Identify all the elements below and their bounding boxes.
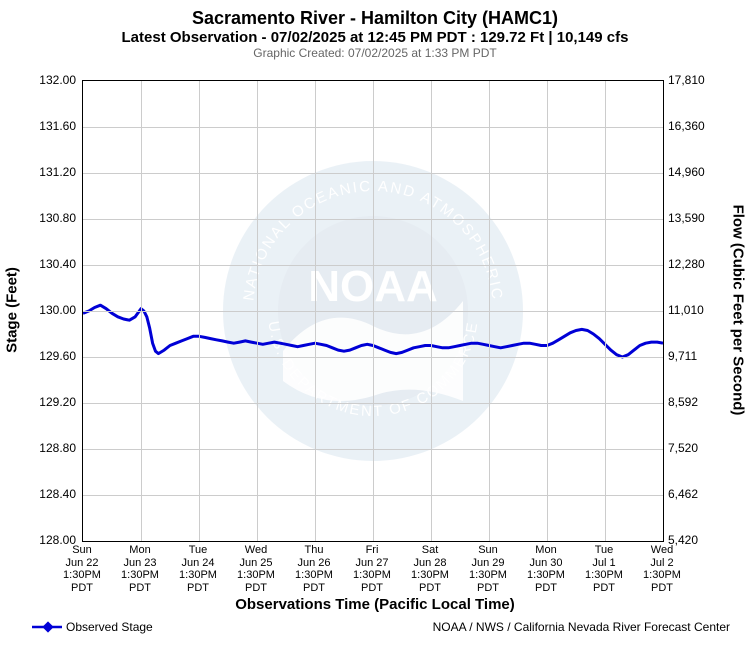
x-tick: TueJul 11:30PMPDT: [585, 544, 623, 595]
y-right-tick: 12,280: [668, 257, 705, 271]
footer-attribution: NOAA / NWS / California Nevada River For…: [433, 620, 730, 634]
x-tick: WedJun 251:30PMPDT: [237, 544, 275, 595]
legend-label: Observed Stage: [66, 620, 153, 634]
y-right-tick: 13,590: [668, 211, 705, 225]
x-axis-label: Observations Time (Pacific Local Time): [0, 596, 750, 613]
x-tick: SatJun 281:30PMPDT: [411, 544, 449, 595]
y-right-tick: 8,592: [668, 395, 698, 409]
y-right-tick: 17,810: [668, 73, 705, 87]
y-left-tick: 132.00: [32, 73, 76, 87]
title-block: Sacramento River - Hamilton City (HAMC1)…: [0, 0, 750, 60]
hydrograph-chart: Sacramento River - Hamilton City (HAMC1)…: [0, 0, 750, 650]
x-tick: SunJun 221:30PMPDT: [63, 544, 101, 595]
y-right-tick: 11,010: [668, 303, 704, 317]
y-right-tick: 16,360: [668, 119, 705, 133]
x-tick: ThuJun 261:30PMPDT: [295, 544, 333, 595]
chart-subtitle: Latest Observation - 07/02/2025 at 12:45…: [0, 29, 750, 46]
y-right-axis-label: Flow (Cubic Feet per Second): [730, 205, 747, 416]
y-left-tick: 129.60: [32, 349, 76, 363]
y-left-tick: 129.20: [32, 395, 76, 409]
y-right-tick: 7,520: [668, 441, 698, 455]
x-tick: SunJun 291:30PMPDT: [469, 544, 507, 595]
x-tick: TueJun 241:30PMPDT: [179, 544, 217, 595]
legend-marker-icon: [32, 621, 62, 633]
y-left-tick: 128.40: [32, 487, 76, 501]
x-tick: FriJun 271:30PMPDT: [353, 544, 391, 595]
y-left-tick: 131.20: [32, 165, 76, 179]
y-right-tick: 9,711: [668, 349, 697, 363]
y-left-tick: 130.80: [32, 211, 76, 225]
y-right-tick: 6,462: [668, 487, 698, 501]
y-left-tick: 128.80: [32, 441, 76, 455]
chart-title: Sacramento River - Hamilton City (HAMC1): [0, 8, 750, 29]
y-right-tick: 14,960: [668, 165, 705, 179]
legend: Observed Stage: [32, 620, 153, 634]
x-tick: MonJun 231:30PMPDT: [121, 544, 159, 595]
y-left-tick: 130.40: [32, 257, 76, 271]
y-left-tick: 130.00: [32, 303, 76, 317]
y-left-axis-label: Stage (Feet): [4, 267, 21, 353]
x-tick: MonJun 301:30PMPDT: [527, 544, 565, 595]
chart-created: Graphic Created: 07/02/2025 at 1:33 PM P…: [0, 46, 750, 60]
y-left-tick: 131.60: [32, 119, 76, 133]
plot-area: NOAA NATIONAL OCEANIC AND ATMOSPHERIC U.…: [82, 80, 664, 542]
x-tick: WedJul 21:30PMPDT: [643, 544, 681, 595]
